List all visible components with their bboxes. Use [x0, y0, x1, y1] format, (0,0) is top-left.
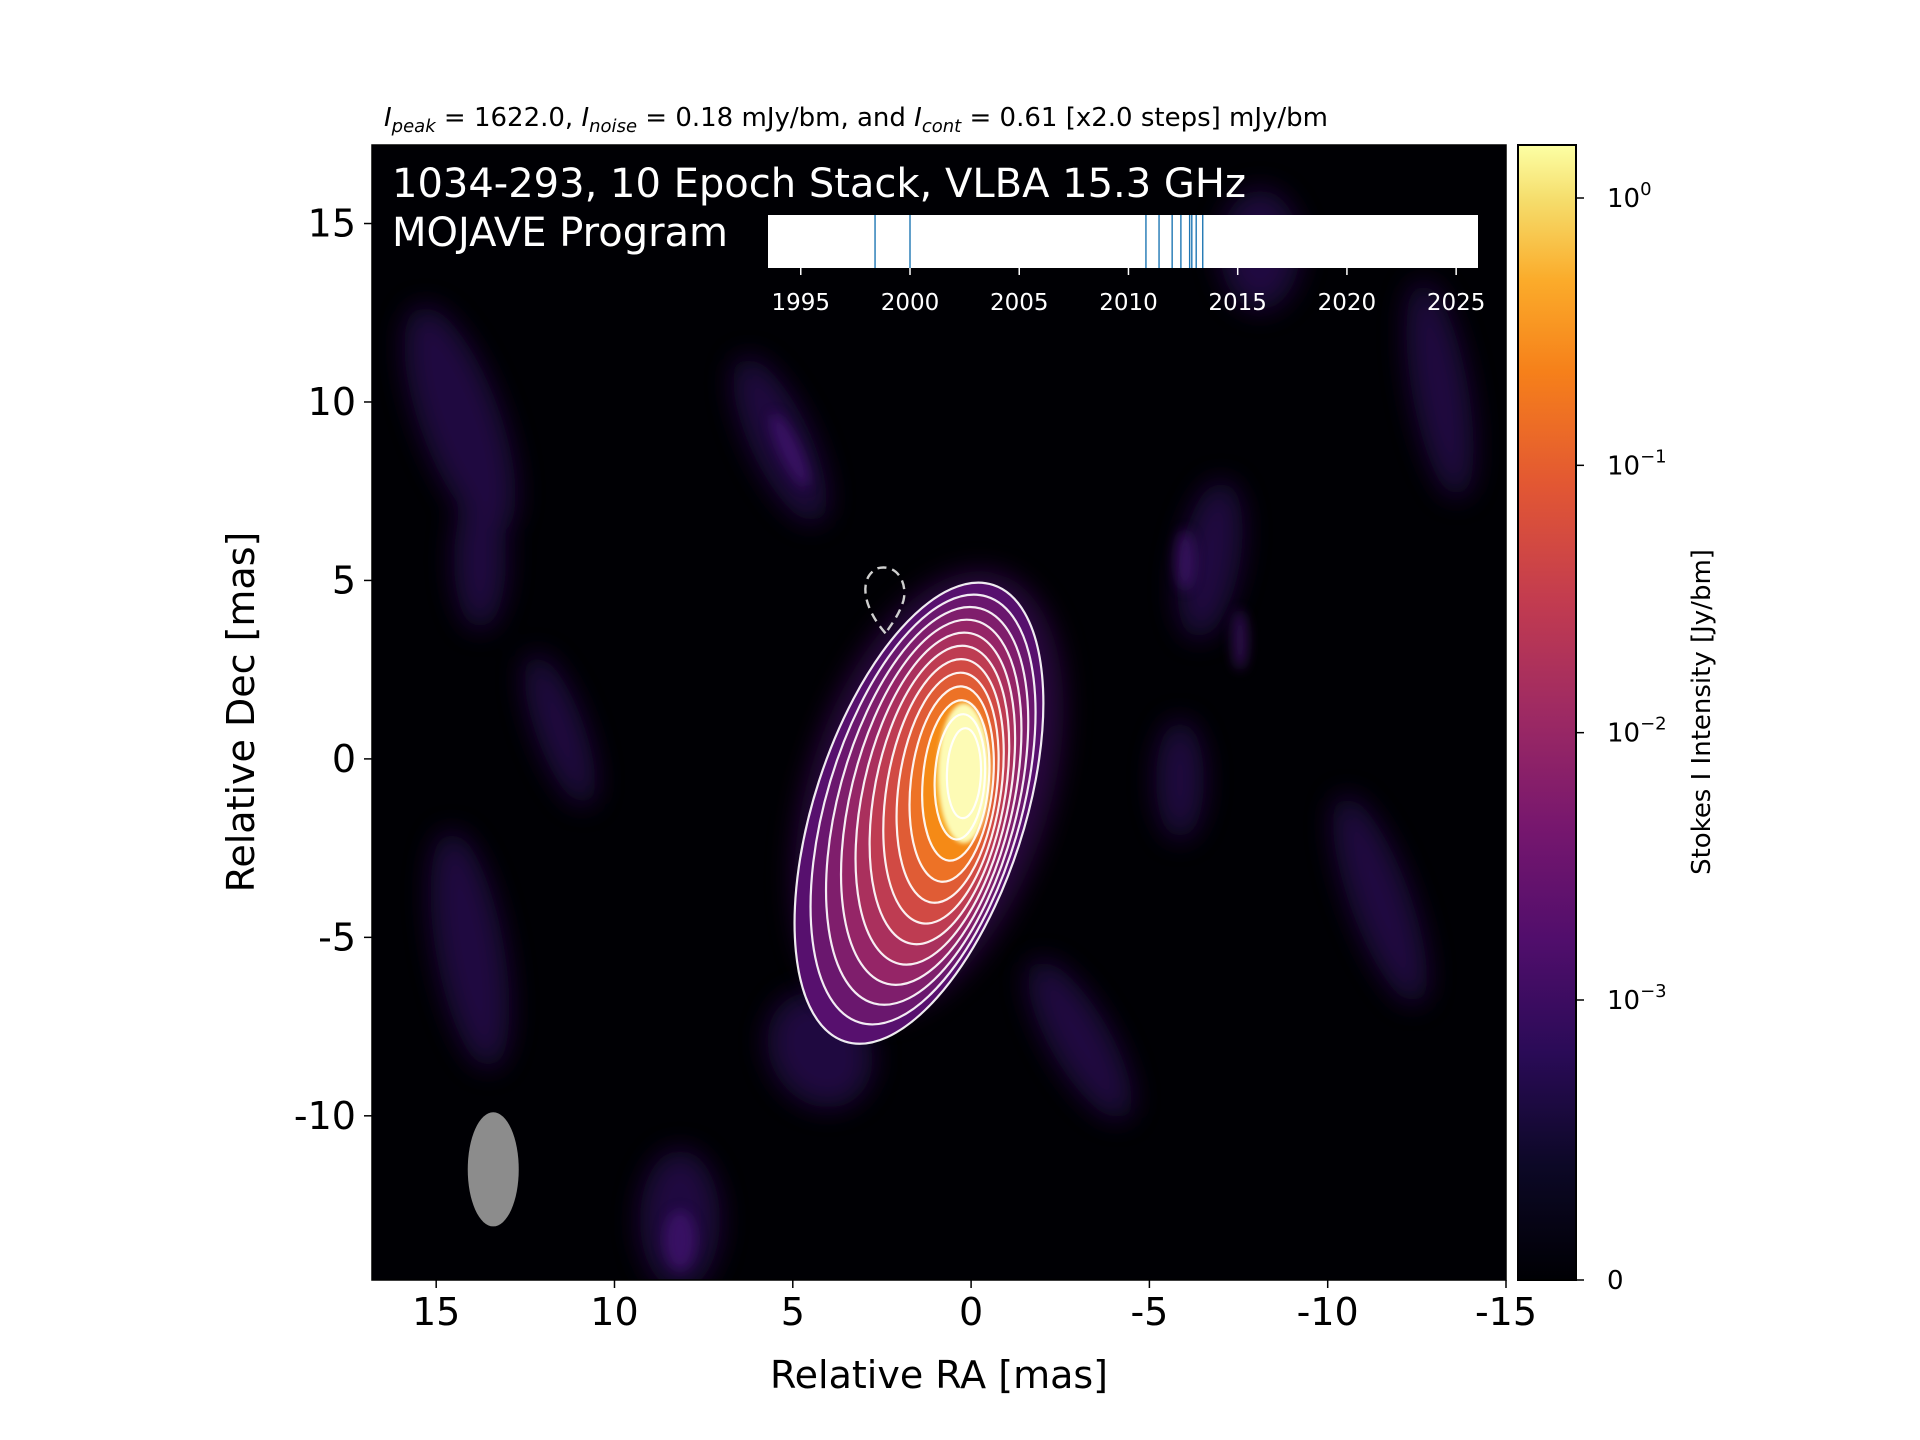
x-axis-label: Relative RA [mas]	[770, 1353, 1108, 1397]
colorbar-ticks: 100 10−1 10−2 10−3 0	[1576, 179, 1667, 1296]
contour-line	[839, 618, 1023, 986]
contour-line	[921, 699, 991, 862]
image-panel: 1034-293, 10 Epoch Stack, VLBA 15.3 GHz …	[294, 144, 1537, 1334]
y-tick-label: 15	[308, 202, 356, 246]
y-axis-label: Relative Dec [mas]	[219, 532, 263, 893]
colorbar-gradient	[1517, 144, 1577, 1281]
contour-line	[895, 671, 1000, 904]
image-frame	[371, 144, 1507, 1281]
contour-line	[809, 593, 1037, 1026]
colorbar-tick-label: 0	[1607, 1266, 1624, 1296]
x-tick-label: -10	[1297, 1290, 1359, 1334]
x-axis-ticks: 15 10 5 0 -5 -10 -15	[412, 1280, 1537, 1334]
timeline-tick-label: 2025	[1427, 290, 1486, 316]
contour-line	[854, 631, 1017, 966]
x-tick-label: 5	[781, 1290, 805, 1334]
colorbar-tick-label: 100	[1607, 179, 1652, 214]
colorbar: 100 10−1 10−2 10−3 0 Stokes I Intensity [Jy/…	[1517, 144, 1717, 1296]
colorbar-tick-label: 10−2	[1607, 714, 1667, 749]
annotation-program: MOJAVE Program	[392, 210, 728, 256]
colorbar-tick-label: 10−1	[1607, 446, 1667, 481]
contour-line	[945, 727, 983, 820]
timeline-box	[768, 215, 1478, 268]
colorbar-tick-label: 10−3	[1607, 981, 1667, 1016]
timeline-tick-label: 2010	[1099, 290, 1158, 316]
contour-line	[882, 658, 1005, 925]
source-core	[937, 703, 990, 844]
x-tick-label: 0	[959, 1290, 983, 1334]
timeline-tick-label: 2000	[881, 290, 940, 316]
colorbar-label: Stokes I Intensity [Jy/bm]	[1687, 549, 1717, 875]
epoch-timeline: 1995 2000 2005 2010 2015 2020 2025	[768, 215, 1485, 316]
timeline-tick-label: 2020	[1318, 290, 1377, 316]
contour-line	[933, 713, 987, 841]
x-tick-label: 15	[412, 1290, 460, 1334]
x-tick-label: -15	[1475, 1290, 1537, 1334]
contour-line	[824, 605, 1030, 1006]
y-tick-label: 0	[332, 737, 356, 781]
x-tick-label: -5	[1130, 1290, 1168, 1334]
contour-line	[793, 581, 1045, 1045]
y-tick-label: 10	[308, 380, 356, 424]
y-tick-label: -5	[318, 915, 356, 959]
beam-ellipse	[467, 1112, 519, 1227]
timeline-tick-label: 1995	[771, 290, 830, 316]
figure-title: Ipeak = 1622.0, Inoise = 0.18 mJy/bm, an…	[384, 103, 1328, 137]
negative-contour	[864, 566, 906, 636]
timeline-tick-label: 2015	[1208, 290, 1267, 316]
timeline-tick-label: 2005	[990, 290, 1049, 316]
annotation-source: 1034-293, 10 Epoch Stack, VLBA 15.3 GHz	[392, 161, 1246, 207]
y-tick-label: 5	[332, 558, 356, 602]
contour-line	[908, 685, 995, 883]
source-emission	[793, 571, 1064, 1045]
noise-texture	[404, 190, 1474, 1280]
y-axis-ticks: 15 10 5 0 -5 -10	[294, 202, 372, 1138]
contour-line	[868, 644, 1011, 946]
y-tick-label: -10	[294, 1094, 356, 1138]
x-tick-label: 10	[590, 1290, 638, 1334]
